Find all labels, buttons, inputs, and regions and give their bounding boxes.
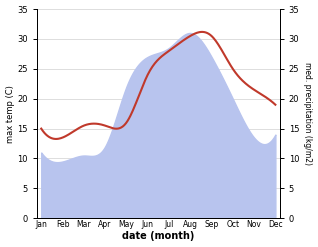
Y-axis label: max temp (C): max temp (C) bbox=[5, 85, 15, 143]
Y-axis label: med. precipitation (kg/m2): med. precipitation (kg/m2) bbox=[303, 62, 313, 165]
X-axis label: date (month): date (month) bbox=[122, 231, 195, 242]
